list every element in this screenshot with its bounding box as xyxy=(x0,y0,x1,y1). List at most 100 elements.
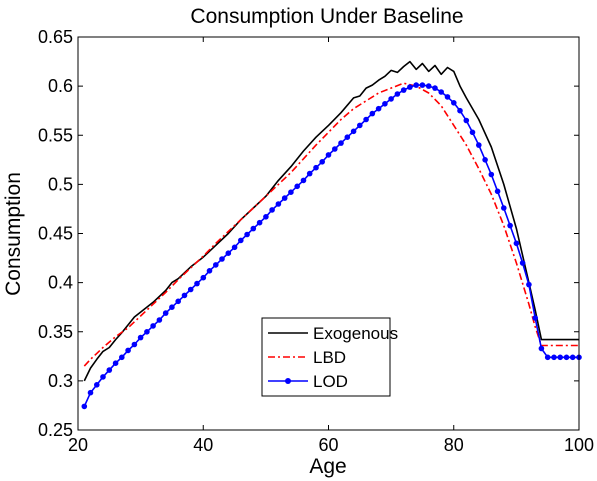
data-point-lod xyxy=(81,403,88,410)
data-point-lod xyxy=(519,260,526,266)
x-tick-label: 20 xyxy=(68,435,88,455)
data-point-lod xyxy=(369,110,376,117)
data-point-lod xyxy=(269,207,275,213)
data-point-lod xyxy=(432,85,438,91)
data-point-lod xyxy=(438,89,445,95)
series-line-lbd xyxy=(83,82,579,367)
data-point-lod xyxy=(137,334,144,341)
data-point-lod xyxy=(100,374,106,380)
data-point-lod xyxy=(213,262,219,268)
data-point-lod xyxy=(131,341,138,348)
legend-label-lbd: LBD xyxy=(313,348,346,367)
data-point-lod xyxy=(325,152,332,158)
series-group xyxy=(81,60,582,410)
data-point-lod xyxy=(563,354,570,361)
data-point-lod xyxy=(444,94,451,100)
data-point-lod xyxy=(501,205,507,211)
data-point-lod xyxy=(313,164,319,171)
y-tick-label: 0.35 xyxy=(38,322,73,342)
data-point-lod xyxy=(187,286,194,293)
data-point-lod xyxy=(363,116,369,123)
data-point-lod xyxy=(557,354,563,361)
legend: Exogenous LBD LOD xyxy=(261,317,398,397)
data-point-lod xyxy=(407,84,413,90)
data-point-lod xyxy=(125,347,131,354)
y-tick-label: 0.6 xyxy=(48,76,73,96)
data-point-lod xyxy=(425,83,432,89)
data-point-lod xyxy=(319,159,326,165)
data-point-lod xyxy=(338,140,344,146)
series-line-exogenous xyxy=(83,60,579,382)
legend-label-exogenous: Exogenous xyxy=(313,324,398,343)
data-point-lod xyxy=(357,122,363,129)
data-point-lod xyxy=(526,281,532,288)
y-tick-label: 0.45 xyxy=(38,224,73,244)
x-tick-label: 80 xyxy=(444,435,464,455)
data-point-lod xyxy=(476,142,482,148)
data-point-lod xyxy=(494,188,501,195)
data-point-lod xyxy=(469,129,476,136)
data-point-lod xyxy=(463,117,470,124)
data-point-lod xyxy=(382,101,388,107)
data-point-lod xyxy=(200,274,207,281)
data-point-lod xyxy=(250,225,257,232)
data-point-lod xyxy=(106,367,113,373)
data-point-lod xyxy=(538,345,545,352)
data-point-lod xyxy=(156,317,163,323)
data-point-lod xyxy=(175,298,181,305)
data-point-lod xyxy=(332,146,338,152)
data-point-lod xyxy=(419,82,426,88)
data-point-lod xyxy=(263,214,269,220)
data-point-lod xyxy=(569,354,576,361)
data-point-lod xyxy=(350,128,357,135)
data-point-lod xyxy=(294,183,301,190)
data-point-lod xyxy=(275,201,282,207)
data-point-lod xyxy=(206,268,213,274)
data-point-lod xyxy=(225,250,232,256)
data-point-lod xyxy=(162,310,169,316)
data-point-lod xyxy=(112,360,119,367)
y-tick-label: 0.4 xyxy=(48,273,73,293)
data-point-lod xyxy=(94,382,100,388)
data-point-lod xyxy=(238,237,244,244)
y-tick-label: 0.3 xyxy=(48,371,73,391)
data-point-lod xyxy=(119,354,125,361)
data-point-lod xyxy=(400,87,407,93)
data-point-lod xyxy=(451,100,457,106)
data-point-lod xyxy=(181,292,188,299)
data-point-lod xyxy=(288,189,294,195)
data-point-lod xyxy=(544,354,551,361)
tick-group: 20 40 60 80 100 0.25 0.3 0.35 0.4 0.45 0.5 0.55 0.6 0… xyxy=(38,27,594,455)
data-point-lod xyxy=(532,315,538,321)
x-tick-label: 100 xyxy=(564,435,594,455)
data-point-lod xyxy=(300,177,307,184)
data-point-lod xyxy=(551,354,557,361)
data-point-lod xyxy=(256,219,263,226)
data-point-lod xyxy=(513,240,520,247)
data-point-lod xyxy=(194,280,200,287)
data-point-lod xyxy=(394,91,401,97)
y-axis-label: Consumption xyxy=(2,172,25,296)
data-point-lod xyxy=(169,304,175,311)
data-point-lod xyxy=(144,329,150,335)
chart-title: Consumption Under Baseline xyxy=(190,5,463,28)
data-point-lod xyxy=(482,157,488,163)
data-point-lod xyxy=(344,134,351,140)
data-point-lod xyxy=(457,107,463,114)
data-point-lod xyxy=(231,244,238,251)
data-point-lod xyxy=(388,96,394,102)
plot-frame xyxy=(77,36,580,431)
x-tick-label: 40 xyxy=(193,435,213,455)
y-tick-label: 0.55 xyxy=(38,125,73,145)
data-point-lod xyxy=(306,170,313,177)
y-tick-label: 0.65 xyxy=(38,27,73,47)
data-point-lod xyxy=(375,105,382,112)
y-tick-label: 0.5 xyxy=(48,174,73,194)
data-point-lod xyxy=(219,256,225,262)
legend-label-lod: LOD xyxy=(313,372,348,391)
x-axis-label: Age xyxy=(309,455,346,478)
data-point-lod xyxy=(413,82,420,88)
data-point-lod xyxy=(488,171,495,178)
data-point-lod xyxy=(507,222,513,229)
x-tick-label: 60 xyxy=(318,435,338,455)
